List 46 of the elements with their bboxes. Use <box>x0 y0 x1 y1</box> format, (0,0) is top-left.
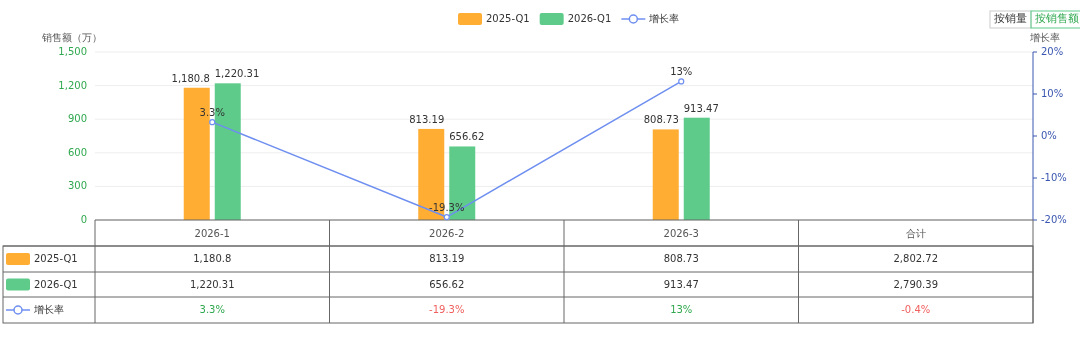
text: 1,220.31 <box>214 68 260 80</box>
text: 13% <box>670 66 693 78</box>
text: 1,180.8 <box>171 72 210 84</box>
text: 2026-Q1 <box>34 278 78 290</box>
text: 813.19 <box>409 113 445 125</box>
data-label: 1,180.8 <box>193 253 232 264</box>
y-tick-label: 1,200 <box>58 79 87 91</box>
text: 按销量 <box>994 12 1027 25</box>
y-tick-label: 1,500 <box>58 46 87 57</box>
y2-tick-label: 0% <box>1041 130 1057 141</box>
data-label: 808.73 <box>663 253 699 264</box>
legend-label: 2026-Q1 <box>567 13 612 24</box>
data-label: -19.3% <box>429 304 465 315</box>
data-label: 13% <box>670 304 693 315</box>
data-label: 656.62 <box>429 278 465 290</box>
y-tick-label: 300 <box>67 180 87 192</box>
x-tick-label: 2026-3 <box>663 228 699 239</box>
y-axis-title: 销售额（万） <box>41 32 102 43</box>
data-label: 913.47 <box>663 278 699 290</box>
y-tick-label: 900 <box>67 113 87 125</box>
y2-tick-label: 20% <box>1041 46 1064 57</box>
text: 3.3% <box>199 107 225 119</box>
y2-tick-label: -20% <box>1041 214 1067 225</box>
data-label: 1,220.31 <box>189 278 235 290</box>
data-label: 3.3% <box>199 304 225 315</box>
text: -0.4% <box>901 304 931 315</box>
text: -19.3% <box>429 202 465 214</box>
text: 2,790.39 <box>893 278 939 290</box>
y2-tick-label: -10% <box>1041 172 1067 183</box>
y2-axis-title: 增长率 <box>1029 32 1060 43</box>
y2-tick-label: 10% <box>1041 88 1064 99</box>
y-tick-label: 600 <box>67 146 87 158</box>
data-label: 813.19 <box>429 253 465 264</box>
x-tick-label: 合计 <box>905 228 926 239</box>
text: 913.47 <box>683 102 719 114</box>
text: 2025-Q1 <box>34 253 78 264</box>
text: 按销售额 <box>1035 12 1079 25</box>
text: 808.73 <box>643 114 679 126</box>
y-tick-label: 0 <box>80 214 87 225</box>
text: 2,802.72 <box>893 253 939 264</box>
x-tick-label: 2026-1 <box>194 228 230 239</box>
legend-label: 2025-Q1 <box>486 13 530 24</box>
legend-label: 增长率 <box>648 13 680 24</box>
text: 增长率 <box>34 304 64 315</box>
x-tick-label: 2026-2 <box>429 228 465 239</box>
text: 656.62 <box>449 131 485 143</box>
